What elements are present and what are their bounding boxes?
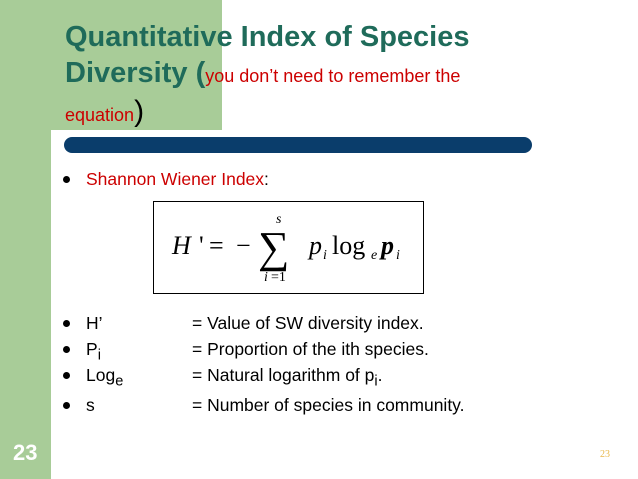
eq-p1: p xyxy=(307,231,322,260)
definition-term: H’ xyxy=(86,313,103,333)
definition-term: Pi xyxy=(86,338,186,367)
bullet-icon xyxy=(63,319,70,327)
definition-text: = Proportion of the ith species. xyxy=(192,339,429,359)
bullet-icon xyxy=(63,401,70,409)
bullet-icon xyxy=(63,345,70,353)
title-line-1: Quantitative Index of Species xyxy=(65,21,470,53)
slide-number-corner: 23 xyxy=(600,449,610,460)
shannon-equation: H ' = − ∑ s i =1 p i log e p i xyxy=(171,212,400,285)
eq-base: e xyxy=(371,248,377,263)
definition-text: = Number of species in community. xyxy=(192,395,465,415)
title-line-2: Diversity (you don’t need to remember th… xyxy=(65,55,625,94)
eq-lhs: H xyxy=(171,231,192,260)
eq-log: log xyxy=(332,231,365,260)
index-name: Shannon Wiener Index xyxy=(86,169,265,189)
slide-title: Quantitative Index of Species Diversity … xyxy=(65,19,625,133)
index-name-row: Shannon Wiener Index: xyxy=(63,168,269,190)
eq-i1: i xyxy=(323,248,327,263)
definition-term-sub: e xyxy=(115,373,124,390)
equation-box: H ' = − ∑ s i =1 p i log e p i xyxy=(153,201,424,294)
title-note: you don’t need to remember the xyxy=(205,66,461,86)
title-line-3: equation) xyxy=(65,94,625,133)
title-close-paren: ) xyxy=(134,95,145,128)
eq-sigma: ∑ xyxy=(258,223,289,272)
eq-p2: p xyxy=(379,231,394,260)
definition-row: Pi = Proportion of the ith species. xyxy=(63,338,429,367)
definition-text: = Value of SW diversity index. xyxy=(192,313,424,333)
title-divider-bar xyxy=(64,137,532,153)
definition-text-main: = Natural logarithm of p xyxy=(192,365,375,385)
definition-term-base: Log xyxy=(86,365,116,385)
definition-row: Loge = Natural logarithm of pi. xyxy=(63,364,383,393)
title-note-end: equation xyxy=(65,105,135,125)
eq-i2: i xyxy=(396,248,400,263)
eq-lower-index: i xyxy=(264,270,268,285)
bullet-icon xyxy=(63,175,70,183)
definition-term: s xyxy=(86,395,95,415)
definition-text: = Natural logarithm of pi. xyxy=(192,364,383,393)
eq-minus: − xyxy=(236,231,251,260)
definition-row: H’ = Value of SW diversity index. xyxy=(63,312,424,334)
definition-text-end: . xyxy=(377,365,383,385)
definition-term-base: P xyxy=(86,339,98,359)
definition-term: Loge xyxy=(86,364,186,393)
bullet-icon xyxy=(63,371,70,379)
index-colon: : xyxy=(264,169,269,189)
eq-equals: = xyxy=(209,231,224,260)
eq-lower-value: =1 xyxy=(271,270,286,285)
definition-row: s = Number of species in community. xyxy=(63,394,465,416)
definition-term-sub: i xyxy=(97,347,101,364)
eq-prime: ' xyxy=(199,231,204,260)
slide-number: 23 xyxy=(13,440,38,465)
definition-text-sub: i xyxy=(374,373,378,390)
title-main-text: Diversity ( xyxy=(65,57,206,89)
top-accent-block xyxy=(0,0,222,130)
eq-upper-limit: s xyxy=(276,212,282,227)
